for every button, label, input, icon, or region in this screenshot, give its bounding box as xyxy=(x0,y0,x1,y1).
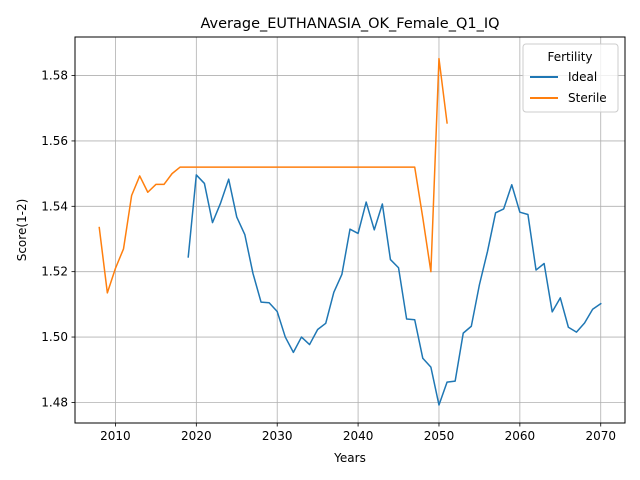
y-tick-label: 1.58 xyxy=(41,69,68,83)
x-tick-label: 2070 xyxy=(585,429,616,443)
x-tick-label: 2050 xyxy=(424,429,455,443)
x-tick-label: 2030 xyxy=(262,429,293,443)
x-tick-label: 2020 xyxy=(181,429,212,443)
legend: Fertility Ideal Sterile xyxy=(522,43,619,113)
y-tick-label: 1.52 xyxy=(41,265,68,279)
series-line-sterile xyxy=(98,57,448,294)
y-axis-label: Score(1-2) xyxy=(15,199,29,262)
chart-title: Average_EUTHANASIA_OK_Female_Q1_IQ xyxy=(200,16,499,32)
legend-label-sterile: Sterile xyxy=(568,91,607,105)
grid xyxy=(75,37,625,423)
series-line-ideal xyxy=(187,174,602,406)
x-tick-label: 2040 xyxy=(343,429,374,443)
x-tick-label: 2010 xyxy=(100,429,131,443)
x-axis-label: Years xyxy=(333,451,366,465)
plot-frame xyxy=(74,36,626,424)
x-axis: 2010 2020 2030 2040 2050 2060 2070 xyxy=(100,423,616,443)
y-tick-label: 1.48 xyxy=(41,395,68,409)
legend-box xyxy=(522,43,619,113)
x-tick-label: 2060 xyxy=(505,429,536,443)
y-tick-label: 1.56 xyxy=(41,134,68,148)
legend-label-ideal: Ideal xyxy=(568,70,597,84)
y-axis: 1.48 1.50 1.52 1.54 1.56 1.58 xyxy=(41,69,75,409)
y-tick-label: 1.54 xyxy=(41,199,68,213)
y-tick-label: 1.50 xyxy=(41,330,68,344)
legend-title: Fertility xyxy=(547,50,592,64)
series-layer xyxy=(98,57,602,406)
